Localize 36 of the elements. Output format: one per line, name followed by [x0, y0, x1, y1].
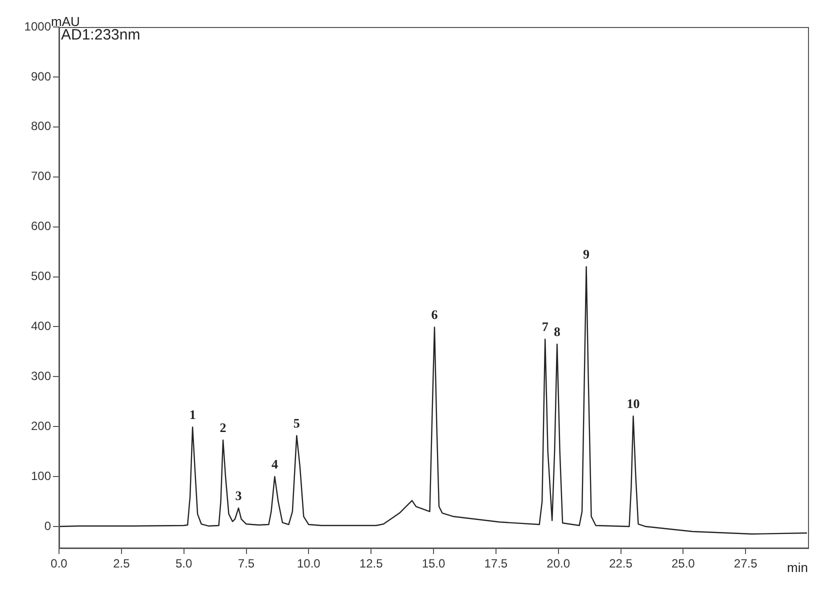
x-tick-label: 27.5	[734, 556, 758, 571]
y-tick-label: 200	[30, 418, 52, 433]
annotation: 10	[626, 396, 640, 411]
x-tick-label: 25.0	[671, 556, 696, 571]
annotation: 3	[235, 488, 242, 503]
y-axis-title: mAU	[51, 14, 80, 30]
y-tick-label: 1000	[24, 19, 52, 34]
x-tick-label: 22.5	[609, 556, 633, 571]
y-tick-label: 600	[30, 219, 52, 234]
x-tick-label: 12.5	[359, 556, 384, 571]
x-tick-label: 5.0	[175, 556, 192, 571]
y-tick-label: 700	[30, 169, 52, 184]
x-tick-label: 2.5	[113, 556, 130, 571]
x-tick-label: 20.0	[546, 556, 570, 571]
annotation: 1	[189, 406, 196, 422]
annotation: 2	[220, 420, 226, 435]
x-tick-label: 15.0	[422, 556, 446, 571]
y-tick-label: 800	[30, 119, 52, 134]
x-tick-label: 7.5	[238, 556, 255, 571]
y-tick-label: 300	[30, 368, 52, 383]
annotation: 7	[542, 319, 549, 334]
x-axis-title: min	[787, 560, 808, 576]
x-tick-label: 0.0	[50, 556, 68, 571]
y-tick-label: 0	[44, 518, 52, 533]
annotation: AD1:233nm	[61, 26, 140, 44]
x-tick-label: 17.5	[484, 556, 508, 571]
x-tick-label: 10.0	[296, 556, 321, 571]
annotation: 6	[431, 307, 438, 322]
y-tick-label: 400	[30, 319, 52, 334]
y-tick-label: 500	[30, 269, 52, 284]
annotation: 9	[583, 246, 590, 262]
annotation: 8	[554, 324, 561, 340]
annotation: 5	[293, 415, 300, 430]
y-tick-label: 900	[30, 69, 52, 84]
annotation: 4	[271, 456, 278, 472]
y-tick-label: 100	[30, 468, 52, 483]
